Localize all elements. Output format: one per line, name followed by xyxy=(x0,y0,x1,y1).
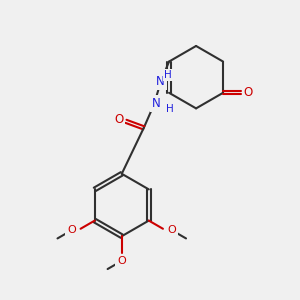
Text: O: O xyxy=(244,86,253,99)
Text: O: O xyxy=(114,113,123,126)
Text: H: H xyxy=(164,70,172,80)
Text: N: N xyxy=(152,97,161,110)
Text: O: O xyxy=(117,256,126,266)
Text: O: O xyxy=(67,225,76,235)
Text: H: H xyxy=(166,104,173,114)
Text: O: O xyxy=(167,225,176,235)
Text: N: N xyxy=(156,75,164,88)
